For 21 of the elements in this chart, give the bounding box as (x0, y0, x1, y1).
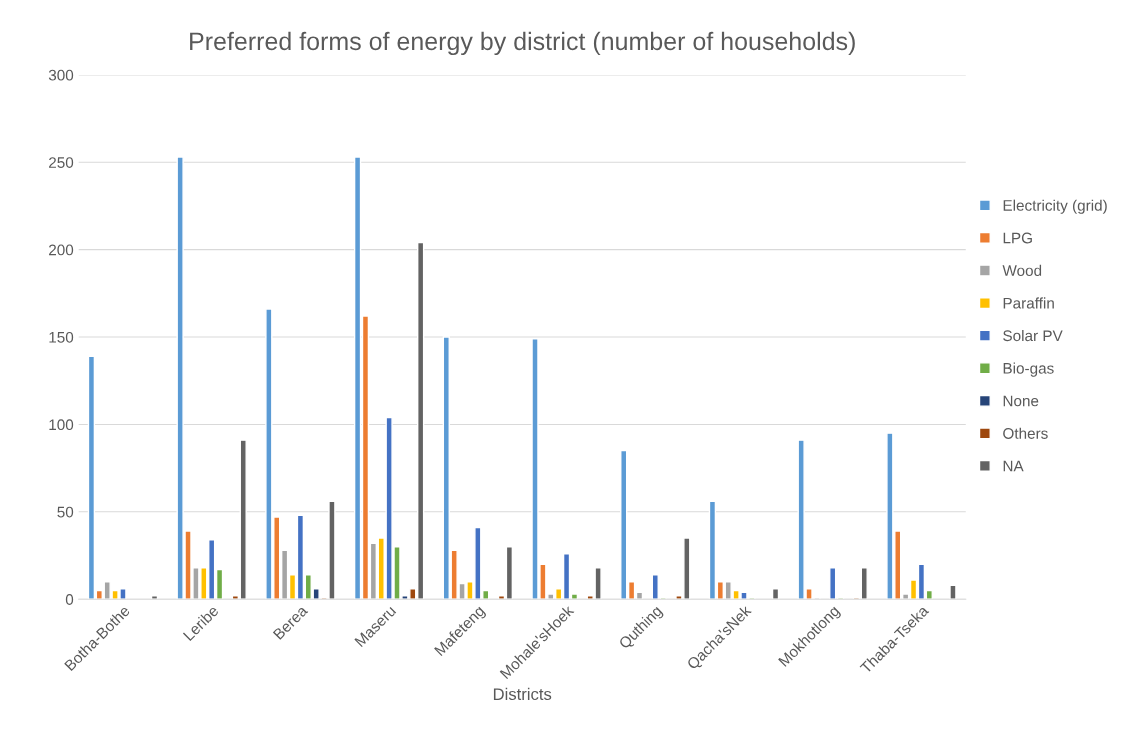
legend-label: Electricity (grid) (1003, 199, 1107, 214)
legend-label: Paraffin (1003, 297, 1054, 309)
legend-label: Others (1003, 427, 1048, 439)
legend-label: Wood (1002, 264, 1042, 276)
legend-label: None (1003, 395, 1039, 407)
bar (771, 588, 780, 600)
chart-title: Preferred forms of energy by district (number of households) (190, 31, 855, 56)
y-tick-label: 50 (57, 506, 74, 518)
y-tick-label: 250 (49, 157, 74, 168)
legend-label: Bio-gas (1003, 362, 1054, 377)
y-tick-label: 100 (49, 419, 74, 431)
x-axis-title: Districts (493, 687, 552, 701)
bar (150, 595, 159, 600)
y-tick-label: 300 (48, 69, 74, 81)
legend-label: NA (1003, 460, 1024, 472)
y-tick-label: 150 (49, 331, 74, 343)
y-tick-label: 0 (65, 594, 74, 605)
y-tick-label: 200 (49, 244, 74, 256)
bar (949, 584, 957, 600)
legend-label: Solar PV (1003, 329, 1063, 342)
legend-label: LPG (1003, 232, 1032, 244)
